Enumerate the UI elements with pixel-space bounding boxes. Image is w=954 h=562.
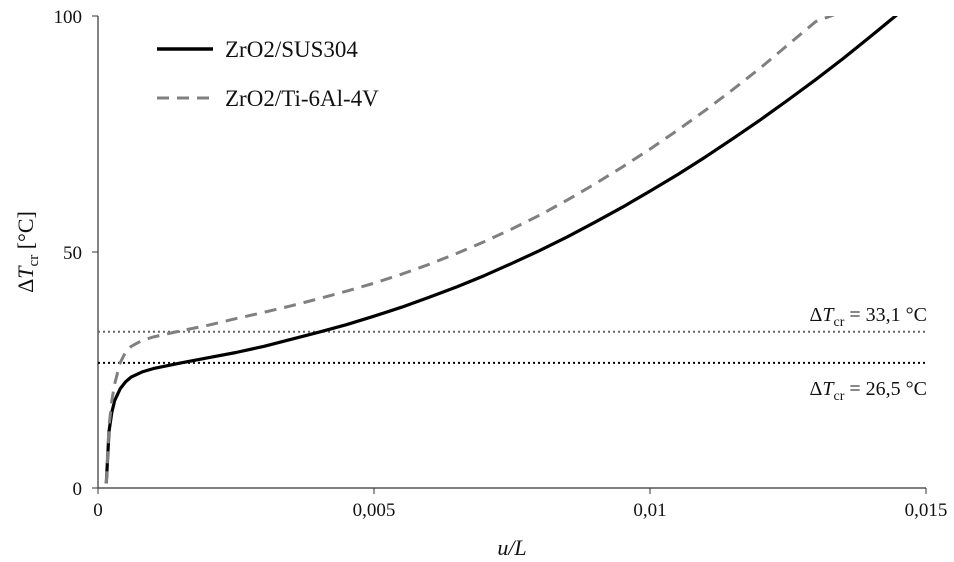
reference-label-2: ΔTcr = 26,5 °C	[809, 378, 927, 404]
x-tick-label: 0	[93, 500, 103, 521]
y-axis-title: ΔTcr [°C]	[13, 211, 42, 293]
x-tick-label: 0,015	[905, 500, 948, 521]
legend-label-sus304: ZrO2/SUS304	[225, 37, 358, 62]
y-tick-label: 100	[54, 7, 83, 28]
legend: ZrO2/SUS304 ZrO2/Ti-6Al-4V	[157, 37, 379, 111]
x-tick-label: 0,01	[633, 500, 666, 521]
x-axis-ticks: 0 0,005 0,01 0,015	[93, 488, 947, 521]
series-line-ti6al4v	[104, 16, 835, 484]
reference-label-1: ΔTcr = 33,1 °C	[809, 304, 927, 330]
y-tick-label: 0	[73, 479, 83, 500]
x-axis-title: u/L	[497, 535, 526, 560]
x-tick-label: 0,005	[353, 500, 396, 521]
y-tick-label: 50	[63, 243, 82, 264]
legend-label-ti6al4v: ZrO2/Ti-6Al-4V	[225, 86, 379, 111]
y-axis-ticks: 0 50 100	[54, 7, 98, 500]
series-line-sus304	[104, 16, 899, 484]
